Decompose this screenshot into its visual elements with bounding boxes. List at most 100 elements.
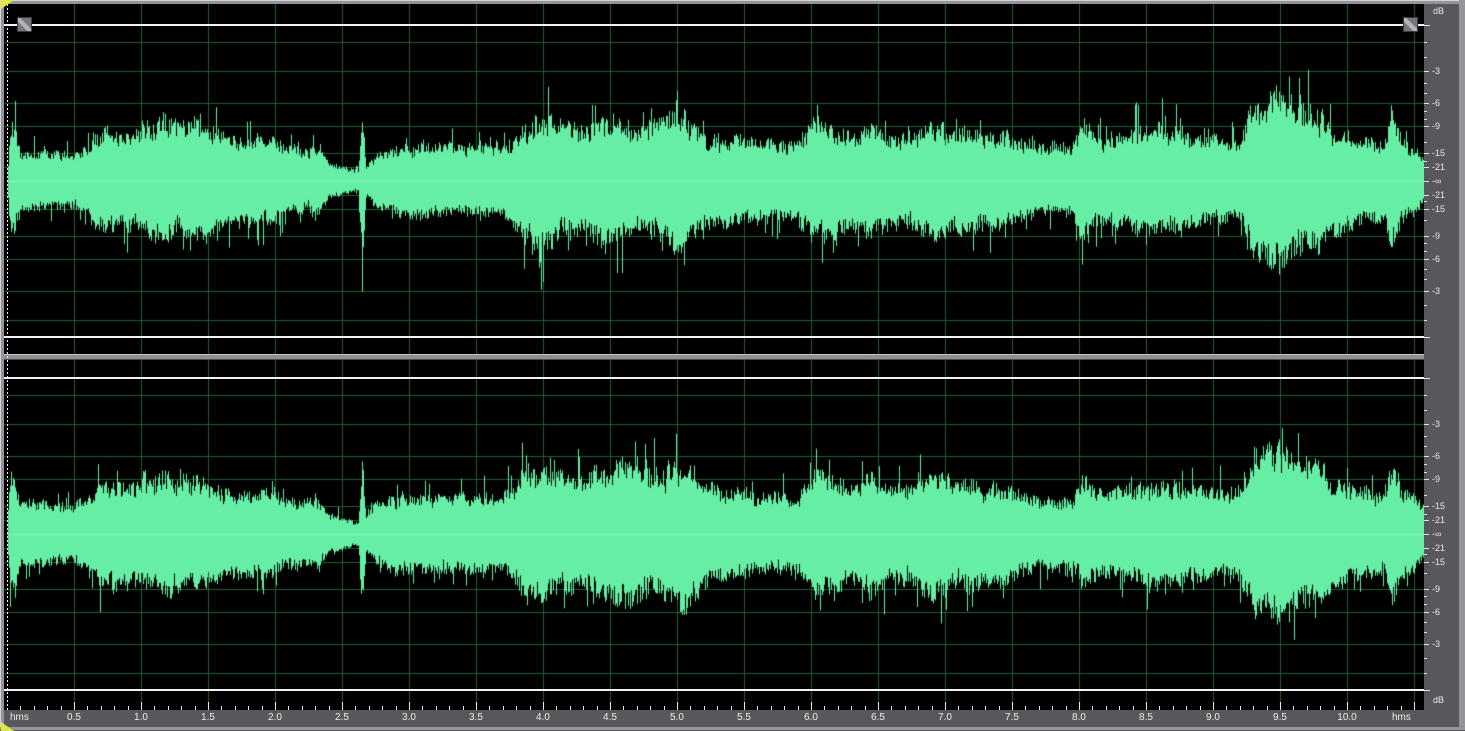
db-unit-label-top: dB — [1433, 6, 1445, 16]
db-tick-label: -∞ — [1432, 529, 1442, 539]
time-tick-label: 2.5 — [335, 712, 349, 723]
time-tick — [1360, 706, 1361, 710]
time-tick — [1374, 706, 1375, 710]
db-tick — [1424, 119, 1427, 120]
db-ruler[interactable]: dB dB -∞ -3 -3 -6 -6 -9 -9 -15 -15 -21 -21 -∞ -3 -3 -6… — [1424, 4, 1459, 710]
time-tick — [731, 706, 732, 710]
window-border-right — [1459, 0, 1465, 731]
time-tick — [704, 706, 705, 710]
time-tick — [838, 706, 839, 710]
time-tick — [235, 706, 236, 710]
db-tick — [1424, 337, 1430, 338]
time-tick-label: 5.0 — [670, 712, 684, 723]
db-tick-label: -9 — [1432, 121, 1441, 131]
time-tick — [932, 706, 933, 710]
time-tick — [1200, 706, 1201, 710]
db-tick — [1424, 534, 1429, 535]
time-tick — [1334, 706, 1335, 710]
db-tick — [1424, 472, 1427, 473]
time-tick — [1414, 702, 1415, 710]
time-tick — [61, 706, 62, 710]
time-tick — [1226, 706, 1227, 710]
cursor-marker-bottom-icon[interactable] — [1, 722, 14, 731]
time-tick-label: 5.5 — [737, 712, 751, 723]
time-tick — [1347, 702, 1348, 710]
time-tick — [1159, 706, 1160, 710]
time-tick — [1012, 702, 1013, 710]
db-tick — [1424, 456, 1429, 457]
db-tick — [1424, 632, 1427, 633]
time-tick — [74, 702, 75, 710]
db-tick — [1424, 57, 1427, 58]
db-tick — [1424, 291, 1429, 292]
time-tick — [34, 706, 35, 710]
time-tick — [369, 706, 370, 710]
db-tick — [1424, 395, 1427, 396]
db-tick — [1424, 673, 1427, 674]
time-tick-label: 6.0 — [804, 712, 818, 723]
db-tick — [1424, 111, 1427, 112]
time-tick — [181, 706, 182, 710]
time-tick — [1146, 702, 1147, 710]
time-tick — [597, 706, 598, 710]
window-border-left — [0, 0, 4, 731]
db-tick — [1424, 305, 1427, 306]
time-unit-label-right: hms — [1392, 712, 1411, 723]
zero-db-line-ch1-bottom[interactable] — [4, 336, 1424, 338]
time-tick — [208, 702, 209, 710]
time-tick-label: 1.5 — [201, 712, 215, 723]
db-tick — [1424, 520, 1429, 521]
db-tick — [1424, 259, 1429, 260]
db-tick — [1424, 320, 1427, 321]
time-tick — [409, 702, 410, 710]
time-ruler-labels[interactable]: hms hms 0.5 1.0 1.5 2.0 2.5 3.0 3.5 4.0 4.5 5.0 5.… — [4, 710, 1459, 727]
zero-db-line-ch2-bottom[interactable] — [4, 689, 1424, 691]
db-tick — [1424, 126, 1429, 127]
time-tick — [637, 706, 638, 710]
db-tick — [1424, 220, 1427, 221]
time-tick — [824, 706, 825, 710]
db-tick — [1424, 622, 1427, 623]
cursor-marker-top-icon[interactable] — [1, 0, 14, 9]
level-drag-handle-right-icon[interactable] — [1403, 17, 1418, 32]
db-tick — [1424, 93, 1427, 94]
db-tick — [1424, 424, 1429, 425]
time-tick-label: 10.0 — [1337, 712, 1357, 723]
time-tick-label: 8.0 — [1072, 712, 1086, 723]
time-tick — [878, 702, 879, 710]
time-tick-label: 3.0 — [402, 712, 416, 723]
zero-db-line-ch1-top[interactable] — [4, 24, 1424, 26]
time-tick — [556, 706, 557, 710]
time-tick — [1173, 706, 1174, 710]
db-tick — [1424, 201, 1427, 202]
time-tick — [757, 706, 758, 710]
time-tick-label: 4.0 — [536, 712, 550, 723]
db-tick — [1424, 167, 1429, 168]
time-tick — [128, 706, 129, 710]
time-tick — [47, 706, 48, 710]
time-tick — [1186, 706, 1187, 710]
channel-splitter[interactable] — [4, 354, 1424, 360]
window-border-bottom — [0, 727, 1465, 731]
time-tick — [476, 702, 477, 710]
db-tick — [1424, 236, 1429, 237]
time-tick-label: 1.0 — [134, 712, 148, 723]
time-tick — [1253, 706, 1254, 710]
time-ruler[interactable] — [4, 695, 1424, 710]
db-tick — [1424, 42, 1427, 43]
time-tick — [650, 706, 651, 710]
db-tick-label: -21 — [1432, 543, 1446, 553]
time-tick — [1025, 706, 1026, 710]
db-tick — [1424, 436, 1427, 437]
time-tick — [583, 706, 584, 710]
time-tick — [1092, 706, 1093, 710]
db-tick-label: -6 — [1432, 254, 1441, 264]
time-tick — [1079, 702, 1080, 710]
db-tick — [1424, 562, 1429, 563]
time-tick — [315, 706, 316, 710]
zero-db-line-ch2-top[interactable] — [4, 377, 1424, 379]
time-tick — [891, 706, 892, 710]
db-tick — [1424, 251, 1427, 252]
db-tick — [1424, 83, 1427, 84]
level-drag-handle-left-icon[interactable] — [17, 17, 32, 32]
